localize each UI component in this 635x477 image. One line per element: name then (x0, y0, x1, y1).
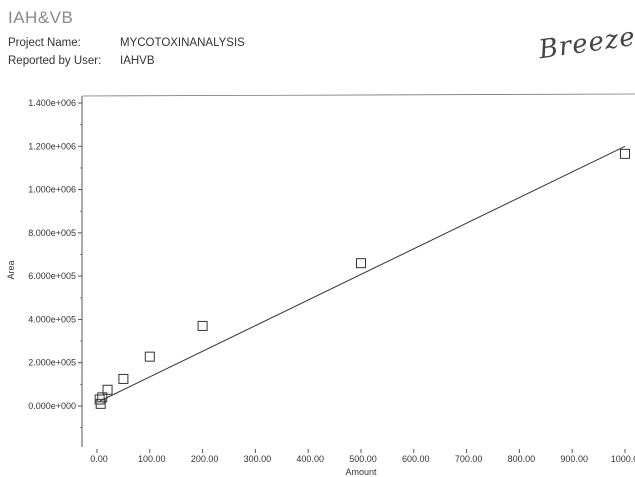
data-point (95, 398, 106, 409)
x-tick-label: 600.00 (402, 454, 430, 464)
y-tick-label: 0.000e+000 (28, 401, 76, 411)
x-tick-label: 400.00 (296, 454, 324, 464)
y-tick-label: 2.000e+005 (28, 358, 76, 368)
data-point (144, 351, 155, 362)
data-point (620, 148, 630, 159)
organization-name: IAH&VB (8, 8, 74, 27)
x-tick-label: 800.00 (508, 454, 536, 464)
data-point (97, 392, 108, 403)
x-tick-label: 500.00 (349, 454, 377, 464)
x-axis-label: Amount (345, 467, 377, 477)
data-point (197, 320, 208, 331)
x-tick-label: 100.00 (138, 454, 166, 464)
project-name-row: Project Name: MYCOTOXINANALYSIS (8, 37, 245, 49)
y-tick-label: 6.000e+005 (28, 271, 76, 281)
project-name-value: MYCOTOXINANALYSIS (120, 37, 245, 49)
y-tick-label: 1.200e+006 (28, 141, 76, 151)
y-tick-label: 1.000e+006 (28, 185, 76, 195)
fit-line-group (99, 145, 626, 402)
reported-by-value: IAHVB (120, 55, 155, 67)
x-tick-label: 200.00 (191, 454, 219, 464)
data-point (118, 373, 129, 384)
y-axis-label: Area (6, 260, 16, 279)
x-tick-label: 0.00 (90, 454, 108, 464)
chart-axes: 0.000e+000 2.000e+005 4.000e+005 6.000e+005… (28, 93, 635, 464)
x-tick-label: 1000.00 (611, 454, 635, 464)
fit-line (99, 145, 626, 402)
reported-by-label: Reported by User: (8, 55, 102, 67)
x-tick-label: 900.00 (560, 454, 588, 464)
reported-by-row: Reported by User: IAHVB (8, 55, 155, 67)
data-point (102, 384, 113, 395)
y-tick-label: 1.400e+006 (28, 98, 76, 108)
project-name-label: Project Name: (8, 37, 81, 49)
data-points-group (94, 148, 630, 409)
data-point (356, 258, 366, 269)
y-tick-label: 4.000e+005 (28, 314, 76, 324)
x-tick-label: 300.00 (244, 454, 272, 464)
y-tick-label: 8.000e+005 (28, 228, 76, 238)
top-border-line (81, 93, 635, 97)
x-tick-label: 700.00 (455, 454, 483, 464)
